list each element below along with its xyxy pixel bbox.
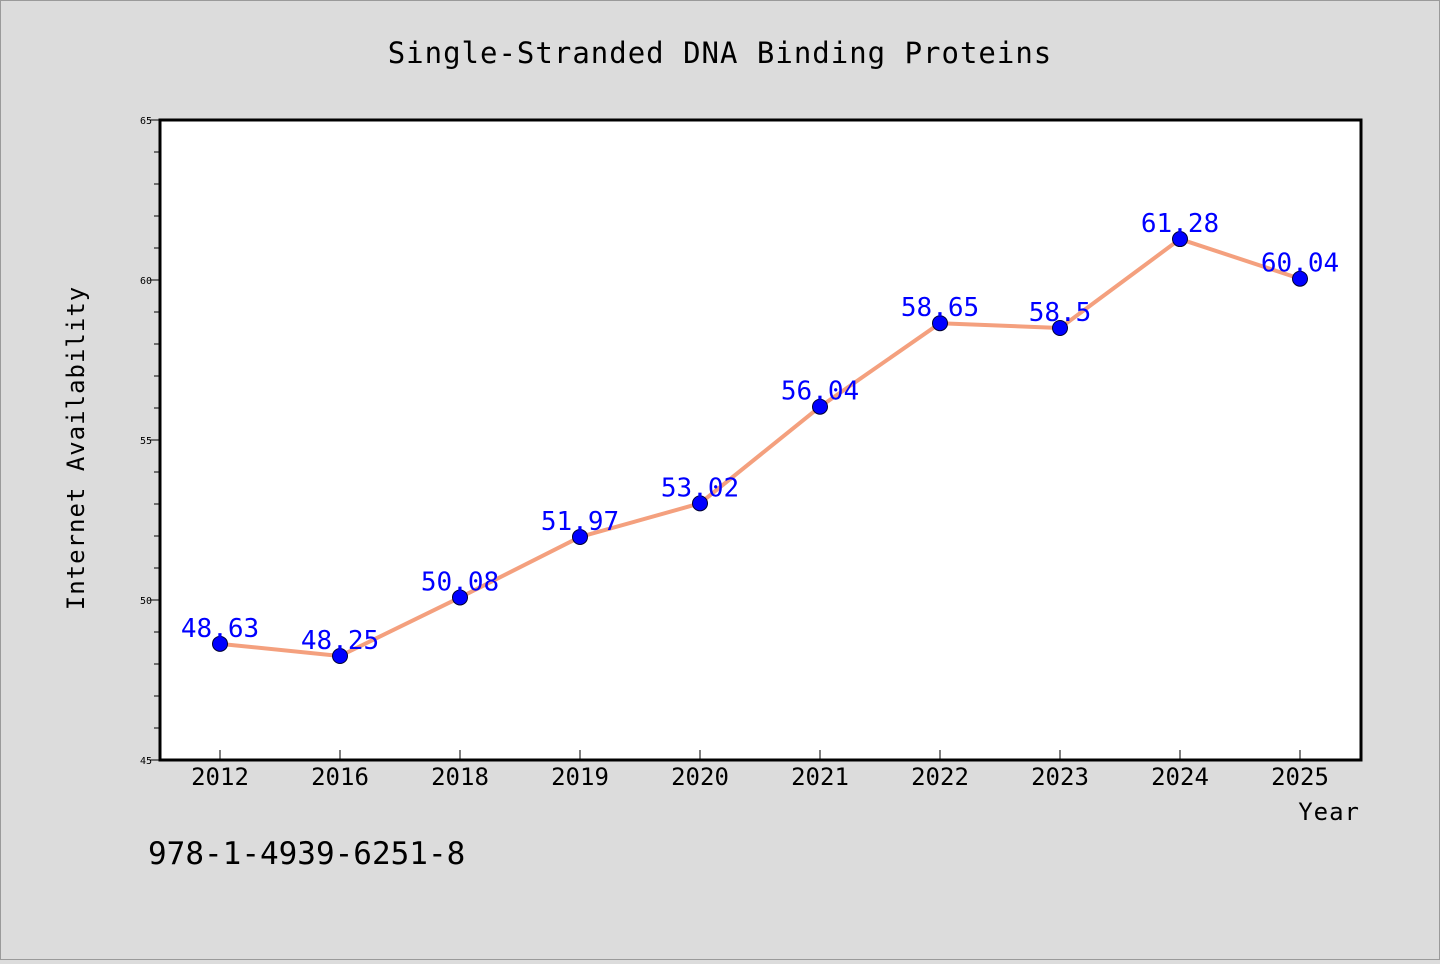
data-label: 60.04 xyxy=(1261,249,1339,279)
y-tick-label: 50 xyxy=(140,596,152,607)
y-axis-label: Internet Availability xyxy=(62,286,90,610)
data-point xyxy=(572,528,588,545)
x-tick-label: 2018 xyxy=(431,763,489,791)
data-label: 48.25 xyxy=(301,626,379,656)
data-point xyxy=(332,648,348,664)
data-label: 61.28 xyxy=(1141,209,1219,239)
x-tick-label: 2022 xyxy=(911,763,969,791)
x-tick-label: 2020 xyxy=(671,763,729,791)
data-point xyxy=(932,315,948,332)
chart-title: Single-Stranded DNA Binding Proteins xyxy=(388,36,1053,70)
data-point xyxy=(212,635,228,652)
x-tick-label: 2024 xyxy=(1151,763,1209,791)
plot-area xyxy=(158,118,1363,762)
y-tick-label: 55 xyxy=(140,436,152,447)
footer-code: 978-1-4939-6251-8 xyxy=(148,836,465,872)
x-tick-label: 2023 xyxy=(1031,763,1089,791)
y-tick-label: 65 xyxy=(140,116,152,127)
data-label: 58.65 xyxy=(901,293,979,323)
x-tick-label: 2012 xyxy=(191,763,249,791)
data-label: 58.5 xyxy=(1029,298,1092,328)
data-labels: 48.63 48.25 50.08 51.97 53.02 56.04 58.65 58.5 6… xyxy=(181,209,1339,656)
y-axis-ticks: 45 50 55 60 65 xyxy=(140,116,160,767)
data-point xyxy=(812,398,828,415)
x-tick-label: 2025 xyxy=(1271,763,1329,791)
data-point xyxy=(1292,270,1308,287)
series-markers xyxy=(212,231,1308,664)
data-point xyxy=(452,589,468,606)
data-label: 50.08 xyxy=(421,567,499,597)
y-tick-label: 60 xyxy=(140,276,152,287)
x-axis-ticks: 2012 2016 2018 2019 2020 2021 2022 2023 2024 2025 xyxy=(191,750,1329,791)
x-tick-label: 2016 xyxy=(311,763,369,791)
data-label: 48.63 xyxy=(181,614,259,644)
data-point xyxy=(1052,320,1068,336)
data-point xyxy=(1172,231,1188,248)
data-label: 51.97 xyxy=(541,507,619,537)
data-label: 53.02 xyxy=(661,473,739,503)
x-axis-label: Year xyxy=(1298,798,1360,826)
y-tick-label: 45 xyxy=(140,756,152,767)
x-tick-label: 2019 xyxy=(551,763,609,791)
data-label: 56.04 xyxy=(781,377,859,407)
x-tick-label: 2021 xyxy=(791,763,849,791)
series-line xyxy=(219,237,1301,658)
data-point xyxy=(692,495,708,512)
